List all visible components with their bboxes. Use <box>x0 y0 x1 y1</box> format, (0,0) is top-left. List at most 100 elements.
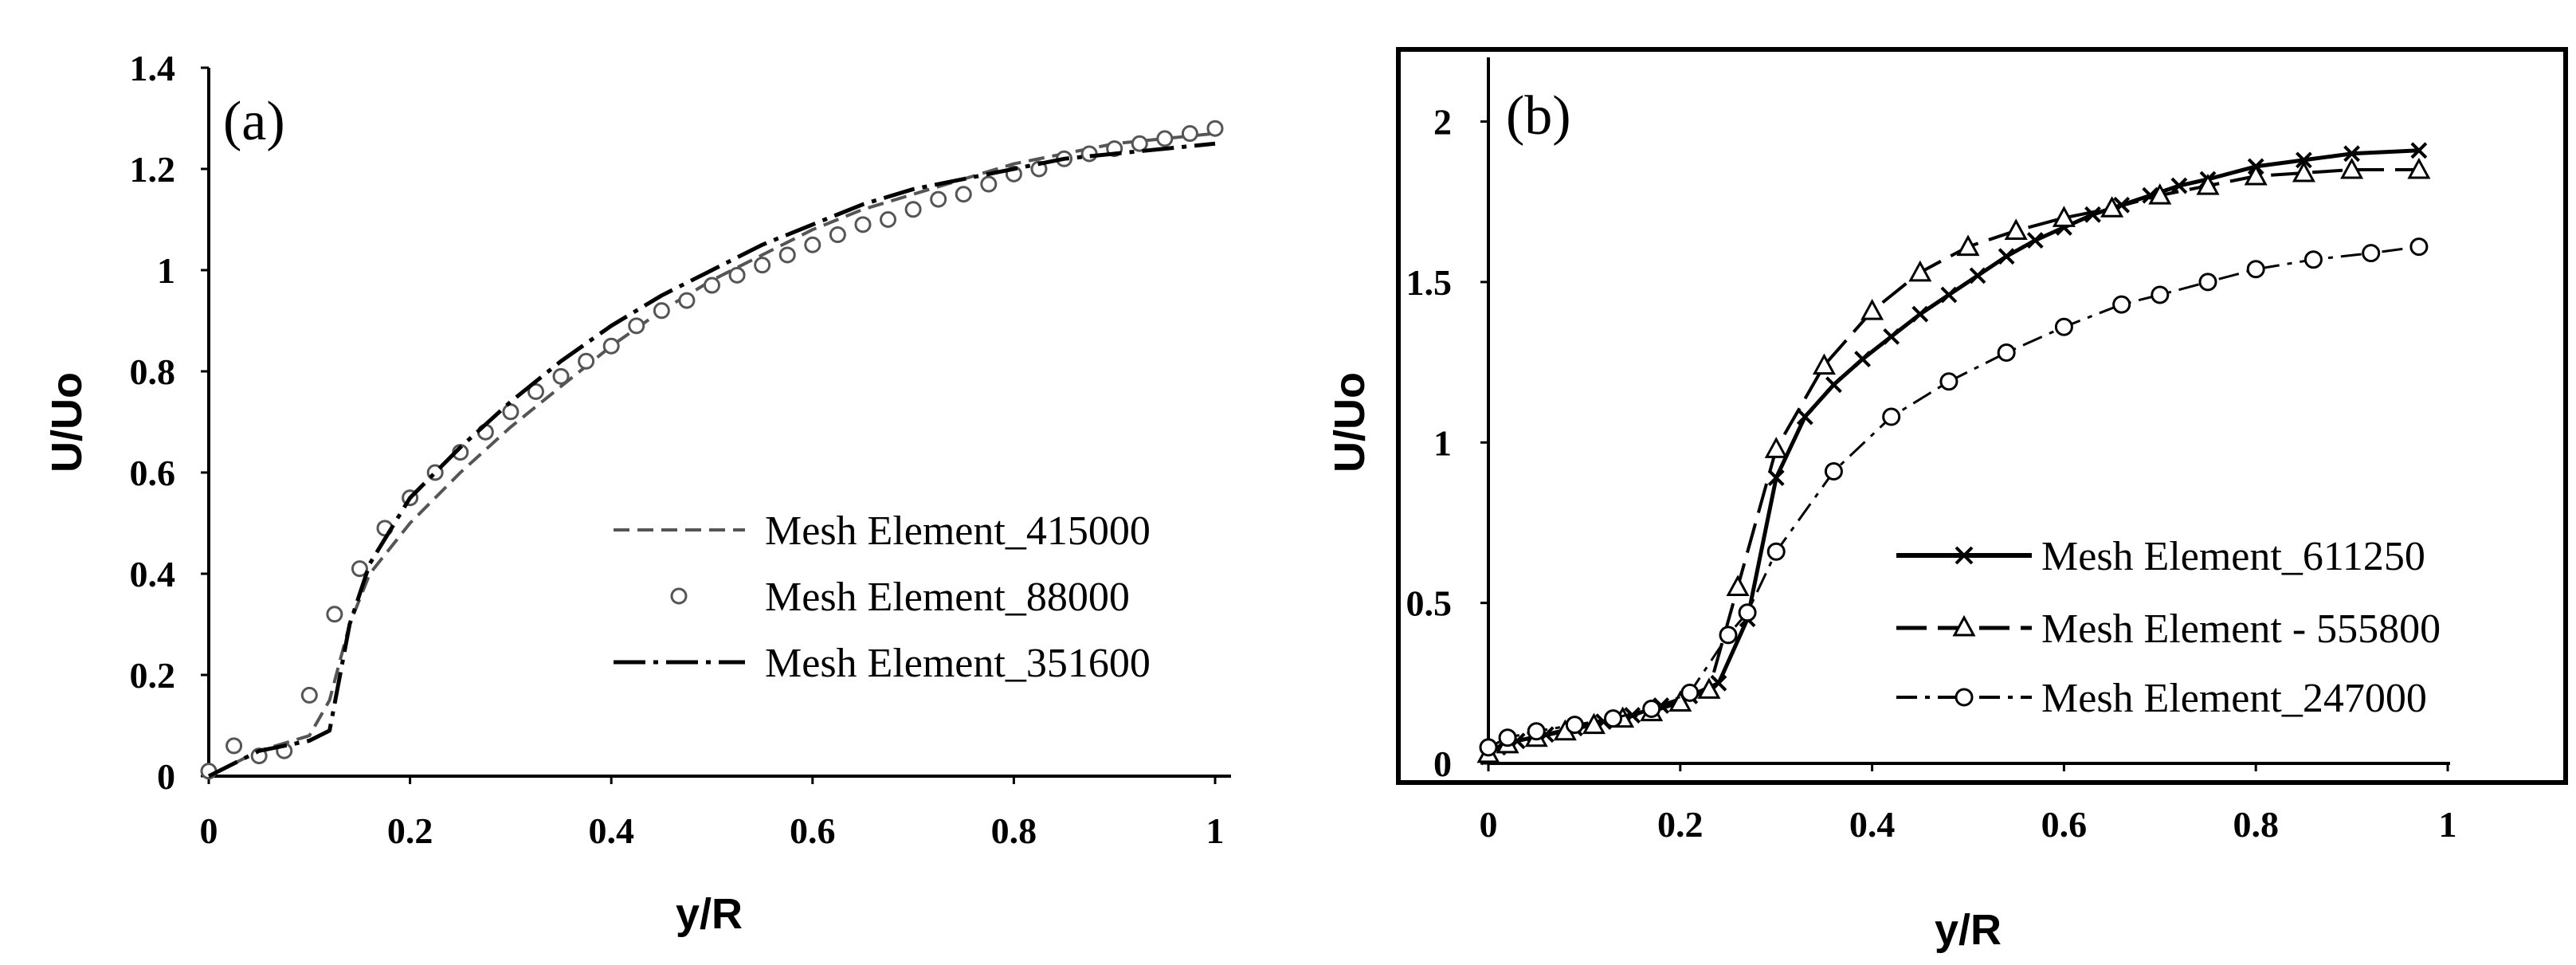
data-point-611250 <box>1940 286 1958 304</box>
data-point-555800 <box>1956 234 1980 257</box>
x-tick-label: 0 <box>1480 804 1498 845</box>
panel-a-ticks: 0 0.2 0.4 0.6 0.8 1 0 0.2 0.4 0.6 0.8 1 1.2 1.4 <box>130 48 1225 851</box>
x-tick-label: 0.6 <box>790 810 836 851</box>
data-point-247000 <box>2112 295 2131 314</box>
data-point-88000 <box>628 317 645 335</box>
legend-b-label-611250: Mesh Element_611250 <box>2041 534 2425 579</box>
panel-a: 0 0.2 0.4 0.6 0.8 1 0 0.2 0.4 0.6 0.8 1 1.2 1.4 (a) y… <box>43 48 1231 938</box>
data-point-88000 <box>1206 120 1224 137</box>
data-point-88000 <box>904 201 922 218</box>
legend-b-label-555800: Mesh Element - 555800 <box>2041 606 2441 652</box>
data-point-88000 <box>225 737 243 755</box>
data-point-88000 <box>804 236 821 253</box>
data-point-555800 <box>2052 206 2076 227</box>
data-point-88000 <box>653 302 670 320</box>
panel-b-ticks: 0 0.2 0.4 0.6 0.8 1 0 0.5 1 1.5 2 <box>1406 102 2457 845</box>
x-tick-label: 0.4 <box>1849 804 1896 845</box>
data-point-247000 <box>1766 542 1786 561</box>
data-point-555800 <box>1812 353 1836 375</box>
data-point-611250 <box>1969 267 1986 284</box>
data-point-88000 <box>955 186 972 203</box>
data-point-611250 <box>1911 305 1929 323</box>
legend-a-label-88000: Mesh Element_88000 <box>765 575 1130 620</box>
data-point-247000 <box>1719 626 1738 645</box>
data-point-555800 <box>2407 157 2431 179</box>
x-tick-label: 0.4 <box>588 810 634 851</box>
data-point-611250 <box>1825 376 1842 394</box>
data-point-611250 <box>1767 469 1785 486</box>
data-point-88000 <box>728 266 746 284</box>
data-point-88000 <box>351 560 368 578</box>
data-point-88000 <box>300 686 318 704</box>
x-tick-label: 0.8 <box>2233 804 2279 845</box>
y-tick-label: 0.4 <box>130 554 176 594</box>
data-point-247000 <box>1527 722 1546 741</box>
panel-a-legend: Mesh Element_415000 Mesh Element_88000 M… <box>614 508 1151 686</box>
data-point-247000 <box>1604 709 1623 728</box>
data-point-555800 <box>1582 712 1606 735</box>
data-point-247000 <box>2151 285 2170 304</box>
y-tick-label: 0 <box>157 756 175 797</box>
y-tick-label: 1.2 <box>130 149 176 190</box>
data-point-88000 <box>1030 160 1048 178</box>
data-point-611250 <box>1854 351 1871 367</box>
data-point-88000 <box>678 292 696 309</box>
series-line-351600 <box>207 141 1216 779</box>
data-point-611250 <box>1883 328 1900 345</box>
data-point-88000 <box>754 257 771 274</box>
data-point-611250 <box>2343 145 2361 163</box>
panel-a-ylabel: U/Uo <box>43 372 91 473</box>
panel-b-legend: Mesh Element_611250 Mesh Element - 55580… <box>1896 534 2441 721</box>
data-point-88000 <box>1156 130 1174 147</box>
data-point-555800 <box>2340 157 2364 179</box>
data-point-247000 <box>2362 244 2381 263</box>
data-point-88000 <box>326 606 343 623</box>
data-point-88000 <box>527 382 544 400</box>
legend-a-marker-88000 <box>670 587 688 605</box>
data-point-555800 <box>1668 690 1692 712</box>
data-point-555800 <box>1697 677 1721 699</box>
legend-b-marker-247000 <box>1955 688 1974 707</box>
data-point-247000 <box>1680 683 1700 702</box>
data-point-555800 <box>1726 575 1750 596</box>
series-line-247000 <box>1488 245 2420 749</box>
data-point-88000 <box>854 216 872 233</box>
data-point-88000 <box>930 190 947 208</box>
data-point-247000 <box>1642 700 1661 719</box>
data-point-88000 <box>1131 135 1148 152</box>
panel-b-tag: (b) <box>1506 85 1571 147</box>
y-tick-label: 0.8 <box>130 351 176 392</box>
panel-a-xlabel: y/R <box>676 890 743 938</box>
data-point-555800 <box>2292 160 2315 182</box>
data-point-611250 <box>2026 232 2044 249</box>
data-point-247000 <box>1479 738 1498 757</box>
data-point-247000 <box>2198 273 2217 292</box>
legend-b-marker-611250 <box>1955 546 1974 565</box>
y-tick-label: 1 <box>1433 422 1452 463</box>
data-point-555800 <box>2100 196 2124 218</box>
data-point-611250 <box>1998 248 2015 265</box>
legend-a-label-351600: Mesh Element_351600 <box>765 641 1151 686</box>
x-tick-label: 0 <box>200 810 218 851</box>
y-tick-label: 0 <box>1433 743 1452 784</box>
panel-b: 0 0.2 0.4 0.6 0.8 1 0 0.5 1 1.5 2 (b) y/R U/Uo Mes… <box>1326 47 2568 954</box>
data-point-247000 <box>2304 250 2323 269</box>
data-point-555800 <box>1908 260 1932 282</box>
data-point-247000 <box>1882 407 1901 426</box>
x-tick-label: 1 <box>1206 810 1225 851</box>
panel-b-series <box>1476 142 2431 766</box>
data-point-555800 <box>2004 218 2028 240</box>
panel-b-xlabel: y/R <box>1935 906 2002 954</box>
legend-b-marker-555800 <box>1952 614 1976 637</box>
data-point-88000 <box>980 175 998 193</box>
data-point-88000 <box>250 747 268 765</box>
y-tick-label: 0.6 <box>130 453 176 493</box>
y-tick-label: 0.5 <box>1406 583 1453 624</box>
data-point-611250 <box>2295 151 2312 169</box>
x-tick-label: 0.6 <box>2041 804 2088 845</box>
x-tick-label: 0.8 <box>991 810 1037 851</box>
data-point-555800 <box>2148 183 2172 205</box>
x-tick-label: 0.2 <box>1657 804 1704 845</box>
